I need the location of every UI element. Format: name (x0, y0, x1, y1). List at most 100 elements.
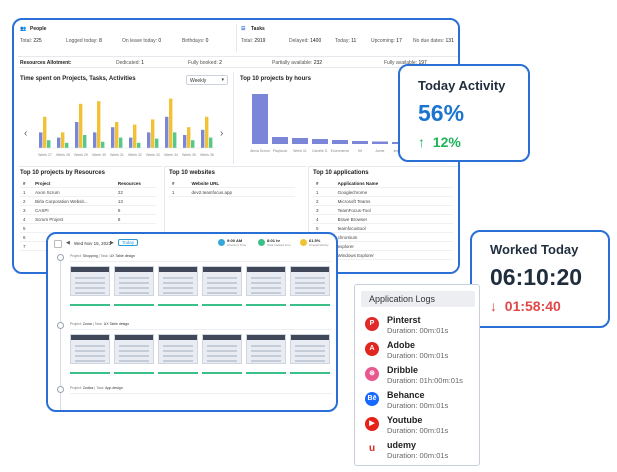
stat-label: Total: (20, 38, 32, 44)
today-button[interactable]: Today (118, 239, 139, 246)
stat-value: 2919 (254, 38, 266, 44)
table-row[interactable]: 1 Googlechrome (313, 187, 453, 197)
screenshot-thumbnail[interactable] (246, 266, 286, 296)
screenshot-thumbnail[interactable] (202, 266, 242, 296)
time-chart-tick-label: Week 28 (56, 153, 70, 157)
screenshot-thumbnail[interactable] (158, 334, 198, 364)
top-projects-bar (312, 139, 328, 144)
adobe-icon: A (365, 342, 379, 356)
table-row[interactable]: 1 dev2.teamfocus.app (169, 187, 295, 197)
screenshot-thumbnail[interactable] (290, 334, 330, 364)
time-chart-bar (115, 122, 119, 148)
next-day-button[interactable]: ▶ (110, 240, 114, 246)
table-cell: Birla Corporation Websit... (32, 196, 115, 206)
app-log-glyph: ⊛ (369, 370, 375, 377)
time-chart-bar (191, 140, 195, 148)
thumbnail-content (119, 287, 149, 289)
project-name: Shopping (82, 254, 98, 258)
table-row[interactable]: 5 teamfocustool (313, 223, 453, 233)
behance-icon: Bē (365, 392, 379, 406)
table-cell: Axon Scrum (32, 187, 115, 197)
table-row[interactable]: 2 Birla Corporation Websit... 13 (20, 196, 156, 206)
time-chart-tick-label: Week 34 (164, 153, 178, 157)
time-chart-tick-label: Week 35 (182, 153, 196, 157)
table-header-cell: # (313, 179, 335, 188)
stat-label: Logged today: (66, 38, 98, 44)
timeline-line (60, 254, 61, 410)
table-header-cell: Project (32, 179, 115, 188)
time-chart-bar (133, 124, 137, 148)
people-summary: 👥 People Total: 225 Logged today: 8 On lea… (18, 24, 232, 52)
chart-next-button[interactable]: › (220, 128, 224, 139)
prev-day-button[interactable]: ◀ (66, 240, 70, 246)
thumbnail-content (75, 345, 105, 347)
top-projects-bar (332, 140, 348, 144)
screenshot-stat: 9:00 AM Check-in Time (218, 238, 258, 250)
time-chart-tick-label: Week 29 (74, 153, 88, 157)
stat-dot-icon (300, 239, 307, 246)
time-chart-bar (65, 142, 69, 148)
stat-label: On leave today: (122, 38, 158, 44)
screenshot-thumbnail[interactable] (70, 266, 110, 296)
stat-value: 2 (219, 60, 222, 66)
thumbnail-content (75, 355, 105, 357)
table-cell: 4 (20, 214, 33, 224)
stat-label: Dedicated: (116, 60, 140, 66)
stat-label: Upcoming: (371, 38, 395, 44)
time-chart-bar (57, 137, 61, 148)
stat-label: Partially available: (272, 60, 313, 66)
thumbnail-content (163, 360, 193, 362)
table-row[interactable]: 3 CASPI 9 (20, 205, 156, 215)
time-chart-bar (93, 132, 97, 148)
stat-value: 1400 (310, 38, 322, 44)
table-row[interactable]: 2 Microsoft Teams (313, 196, 453, 206)
activity-bar (290, 372, 330, 374)
screenshot-thumbnail[interactable] (114, 334, 154, 364)
thumbnail-content (119, 360, 149, 362)
table-header-cell: Website URL (188, 179, 295, 188)
table-row[interactable]: 4 Scrum Project 8 (20, 214, 156, 224)
thumbnail-content (75, 287, 105, 289)
table-row[interactable]: 1 Axon Scrum 22 (20, 187, 156, 197)
screenshot-thumbnail[interactable] (158, 266, 198, 296)
screenshot-thumbnail[interactable] (202, 334, 242, 364)
timeline-dot (57, 386, 64, 393)
screenshot-thumbnail[interactable] (114, 266, 154, 296)
time-chart-bar (169, 98, 173, 148)
thumbnail-toolbar (247, 267, 285, 272)
time-chart-bar (165, 116, 169, 148)
thumbnail-content (251, 345, 281, 347)
screenshot-thumbnail[interactable] (290, 266, 330, 296)
divider (70, 261, 332, 262)
time-spent-chart-panel: Time spent on Projects, Tasks, Activitie… (18, 72, 234, 164)
screenshot-thumbnail[interactable] (70, 334, 110, 364)
people-title: People (30, 26, 47, 32)
stat-value: 8 (99, 38, 102, 44)
stat-item: Today: 11 (335, 38, 356, 44)
time-chart-tick-label: Week 30 (92, 153, 106, 157)
top-projects-bar (292, 138, 308, 144)
thumbnail-content (295, 345, 325, 347)
calendar-icon[interactable] (54, 240, 62, 248)
websites-table: # Website URL 1 dev2.teamfocus.app (169, 179, 295, 197)
time-chart-bar (137, 142, 141, 148)
activity-bar (202, 372, 242, 374)
table-cell: 7 (20, 241, 33, 251)
project-label: Project: (70, 386, 82, 390)
table-row[interactable]: 4 Brave Browser (313, 214, 453, 224)
time-chart-tick-label: Week 31 (110, 153, 124, 157)
table-row[interactable]: 3 TeamFocus-Tool (313, 205, 453, 215)
stat-item: Total: 225 (20, 38, 42, 44)
chart-prev-button[interactable]: ‹ (24, 128, 28, 139)
stat-label: Fully available: (384, 60, 418, 66)
table-header-cell: # (169, 179, 189, 188)
activity-bar (202, 304, 242, 306)
table-cell: CASPI (32, 205, 115, 215)
app-log-duration: Duration: 00m:01s (387, 351, 449, 360)
time-chart-bar (61, 132, 65, 148)
screenshot-thumbnail[interactable] (246, 334, 286, 364)
period-select[interactable]: Weekly ▾ (186, 75, 228, 85)
top-projects-tick-label: Kit (358, 149, 362, 153)
time-chart-bar (173, 132, 177, 148)
tasks-summary: ☰ Tasks Total: 2919 Delayed: 1400 Today: 1… (236, 24, 458, 52)
